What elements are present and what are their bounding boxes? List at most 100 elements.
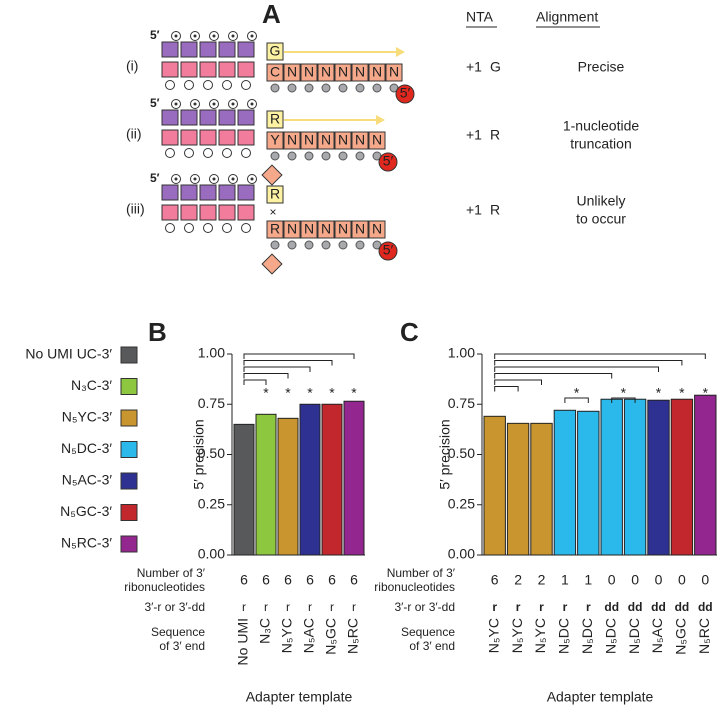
added-letter: R	[270, 186, 280, 202]
template-letter: N	[304, 132, 314, 148]
purple-nt	[237, 109, 255, 126]
template-nt	[283, 220, 301, 239]
template-nt	[283, 63, 301, 82]
bar	[506, 422, 530, 556]
phosphate-dot	[193, 177, 197, 181]
gray-circle	[321, 151, 331, 161]
x-tick-label: N₅DC	[556, 618, 572, 654]
pink-nt	[218, 204, 236, 221]
legend-label: N₃C-3′	[71, 377, 112, 393]
y-tick-label: 1.00	[198, 345, 225, 361]
added-nt	[266, 110, 284, 129]
bar	[530, 422, 553, 556]
gray-circle	[304, 240, 314, 250]
pink-nt	[237, 129, 255, 146]
phosphate-dot	[174, 177, 178, 181]
legend-label: N₅DC-3′	[61, 440, 112, 456]
purple-nt	[180, 184, 198, 201]
pink-nt	[218, 61, 236, 78]
added-letter: G	[270, 43, 281, 59]
alignment: Precise	[578, 59, 625, 75]
purple-nt	[218, 184, 236, 201]
end-type: dd	[698, 600, 713, 614]
added-letter: R	[270, 111, 280, 127]
template-letter: N	[338, 132, 348, 148]
phosphate-dot	[250, 177, 254, 181]
bar	[299, 403, 321, 556]
legend-swatch	[120, 441, 138, 458]
bracket	[494, 379, 542, 385]
row-label: Number of 3′	[387, 566, 456, 580]
alignment: Unlikely	[576, 193, 625, 209]
end-type: r	[330, 600, 334, 614]
phosphate-dot	[212, 34, 216, 38]
gray-circle	[321, 83, 331, 93]
row-label: Sequence	[401, 625, 455, 639]
ribonucleotide-count: 0	[678, 572, 686, 588]
gray-circle	[355, 83, 365, 93]
template-nt	[351, 131, 369, 150]
open-circle	[203, 223, 213, 233]
legend-swatch	[120, 409, 138, 427]
five-prime-cap	[395, 84, 415, 104]
legend-swatch	[120, 378, 138, 395]
five-prime: 5′	[150, 28, 160, 42]
row-label: (iii)	[126, 201, 145, 217]
end-type: dd	[628, 600, 643, 614]
row-label: (ii)	[126, 126, 142, 142]
purple-nt	[180, 41, 198, 58]
phosphate-dot	[250, 102, 254, 106]
template-letter: N	[355, 221, 365, 237]
template-nt	[368, 63, 386, 82]
template-letter: Y	[270, 132, 280, 148]
template-nt	[317, 63, 335, 82]
ribonucleotide-count: 2	[514, 572, 522, 588]
ribonucleotide-count: 0	[631, 572, 639, 588]
row-label: Number of 3′	[137, 566, 206, 580]
template-letter: N	[338, 221, 348, 237]
significance: *	[656, 385, 662, 401]
bar	[647, 399, 670, 556]
template-letter: N	[304, 221, 314, 237]
end-type: dd	[651, 600, 666, 614]
bracket	[494, 386, 519, 392]
template-nt	[317, 131, 335, 150]
x-tick-label: N₅YC	[279, 618, 295, 653]
y-tick-label: 1.00	[448, 345, 475, 361]
pink-nt	[199, 61, 217, 78]
phosphate-dot	[193, 34, 197, 38]
phosphate-dot	[231, 102, 235, 106]
purple-nt	[161, 41, 179, 58]
row-label: ribonucleotides	[124, 580, 205, 594]
template-nt	[300, 63, 318, 82]
significance: *	[351, 385, 357, 401]
five-prime-cap	[378, 241, 398, 261]
bracket	[243, 366, 311, 372]
gray-circle	[321, 240, 331, 250]
x-tick-label: N₅DC	[602, 618, 618, 654]
x-tick-label: N₅YC	[532, 618, 548, 653]
end-type: dd	[675, 600, 690, 614]
pink-nt	[237, 61, 255, 78]
bracket	[243, 360, 333, 366]
nta: +1	[466, 127, 482, 143]
panel-label: C	[400, 317, 419, 347]
x-tick-label: N₅YC	[485, 618, 501, 653]
template-letter: N	[389, 64, 399, 80]
open-circle	[241, 148, 251, 158]
x-tick-label: N₃C	[257, 618, 273, 644]
five-prime-cap	[378, 152, 398, 172]
five-prime-cap-label: 5′	[383, 242, 394, 258]
pink-nt	[199, 129, 217, 146]
end-type: r	[308, 600, 312, 614]
y-tick-label: 0.50	[198, 445, 225, 461]
gray-circle	[287, 240, 297, 250]
bar	[483, 415, 506, 556]
five-prime-cap-label: 5′	[400, 85, 411, 101]
end-type: r	[516, 600, 521, 614]
gray-circle	[372, 83, 382, 93]
template-letter: N	[338, 64, 348, 80]
open-circle	[165, 148, 175, 158]
pink-nt	[237, 204, 255, 221]
significance: *	[329, 385, 335, 401]
